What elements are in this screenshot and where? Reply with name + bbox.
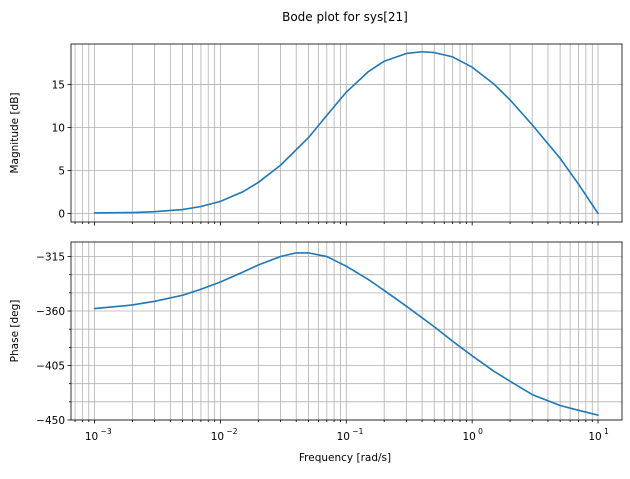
y-tick-label: 10 (52, 122, 65, 134)
y-tick-label: −450 (36, 415, 65, 427)
phase-axes-frame (70, 241, 623, 421)
magnitude-ticks: 0 5 10 15 (52, 79, 599, 226)
phase-series-line (93, 252, 599, 416)
x-tick-exponent: 1 (604, 427, 609, 436)
x-tick-label: 10 (337, 431, 350, 443)
y-tick-label: 15 (52, 79, 65, 91)
phase-ylabel: Phase [deg] (9, 300, 21, 363)
x-tick-label: 10 (211, 431, 224, 443)
x-tick-exponent: −2 (226, 427, 237, 436)
y-tick-label: 5 (58, 165, 65, 177)
x-tick-exponent: −1 (352, 427, 363, 436)
magnitude-axes-frame (70, 43, 623, 223)
y-tick-label: −315 (36, 252, 65, 264)
x-tick-exponent: −3 (101, 427, 112, 436)
magnitude-series-line (93, 50, 599, 215)
magnitude-ylabel: Magnitude [dB] (9, 92, 21, 173)
x-tick-label: 10 (462, 431, 475, 443)
y-tick-label: −405 (36, 361, 65, 373)
phase-xlabel: Frequency [rad/s] (299, 452, 391, 464)
x-tick-exponent: 0 (478, 427, 483, 436)
y-tick-label: −360 (36, 306, 65, 318)
phase-grid (71, 242, 622, 421)
magnitude-panel: 0 5 10 15 Magnitude [dB] (9, 43, 623, 226)
x-tick-label: 10 (588, 431, 601, 443)
x-tick-label: 10 (85, 431, 98, 443)
figure-title: Bode plot for sys[21] (282, 10, 408, 24)
y-tick-label: 0 (58, 208, 65, 220)
magnitude-grid (71, 44, 622, 222)
